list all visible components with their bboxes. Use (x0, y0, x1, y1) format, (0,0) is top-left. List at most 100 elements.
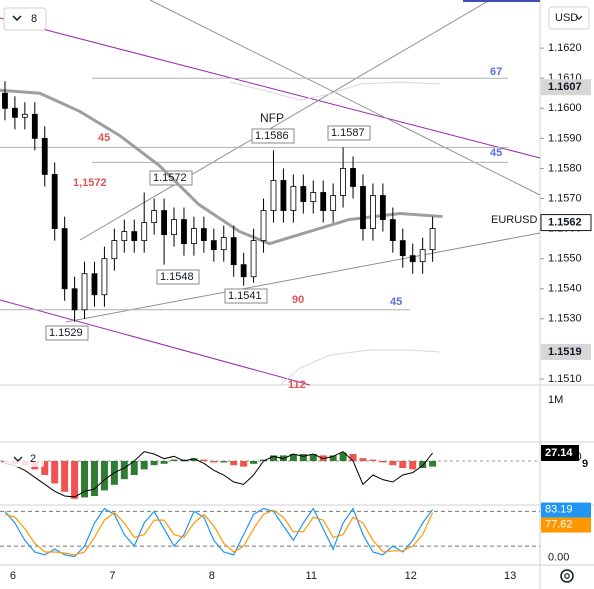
candle-body (370, 195, 376, 229)
histogram-bar (210, 461, 218, 463)
price-tag (541, 79, 591, 96)
indicator-toggle[interactable] (3, 7, 47, 31)
currency-select[interactable] (548, 6, 590, 30)
histogram-bar (130, 461, 138, 475)
candle-body (51, 174, 58, 229)
chevron-icon (13, 456, 23, 462)
histogram-bar (329, 455, 337, 461)
histogram-bar (289, 454, 297, 461)
histogram-bar (150, 461, 158, 466)
candle-body (101, 258, 108, 296)
band-line (229, 81, 441, 101)
candle-body (280, 180, 287, 211)
band-line (279, 349, 441, 386)
candle-body (71, 288, 78, 311)
candle-body (379, 195, 386, 220)
stochastic-line (4, 509, 434, 556)
histogram-bar (419, 461, 427, 468)
histogram-bar (61, 461, 69, 492)
candle-body (191, 228, 197, 245)
pane-label[interactable]: 2 (30, 453, 36, 465)
candle-body (350, 168, 356, 187)
annotation-box (45, 325, 89, 341)
candle-body (61, 228, 68, 290)
indicator-count[interactable]: 8 (31, 13, 37, 25)
histogram-bar (260, 459, 268, 461)
candle-body (340, 168, 346, 196)
candle-body (310, 192, 317, 202)
histogram-bar (389, 461, 397, 466)
level-label: 45 (98, 132, 110, 144)
annotation-box (251, 128, 295, 144)
symbol-label: EURUSD (491, 214, 538, 226)
gear-icon (560, 569, 574, 583)
histogram-bar (299, 454, 307, 461)
histogram-bar (269, 455, 277, 461)
settings-button[interactable] (560, 569, 574, 583)
level-label: 45 (490, 147, 502, 159)
trend-line (0, 299, 311, 386)
candle-body (300, 186, 307, 202)
event-label: NFP (260, 111, 284, 125)
histogram-bar (399, 461, 407, 468)
price-tag-label: 1.1519 (548, 346, 582, 358)
pane-label-box[interactable] (4, 451, 44, 467)
y-tick-label: 1.1570 (548, 192, 582, 204)
x-tick-label: 11 (306, 570, 317, 582)
candle-body (210, 240, 217, 251)
price-annotation: 1.1548 (160, 271, 194, 283)
histogram-bar (140, 461, 148, 470)
candle-body (290, 186, 297, 211)
value-tag (541, 517, 591, 533)
candle-body (360, 186, 366, 229)
histogram-bar (81, 461, 89, 498)
price-annotation: 1.1529 (49, 327, 83, 339)
candle-body (161, 210, 167, 236)
level-label: 90 (292, 294, 304, 306)
histogram-bar (120, 461, 128, 480)
price-annotation: 1.1541 (228, 290, 262, 302)
value-tag-label: 77.62 (545, 518, 573, 530)
y-tick-label: 1.1580 (548, 162, 582, 174)
candle-body (171, 219, 177, 236)
price-tag-label: 1.1607 (548, 81, 582, 93)
price-tag (540, 214, 592, 232)
x-tick-label: 7 (109, 570, 115, 582)
histogram-bar (379, 461, 387, 463)
candle-body (181, 219, 187, 245)
candle-body (91, 273, 98, 296)
y-tick-label: 1.1620 (548, 42, 582, 54)
oscillator-line (4, 451, 433, 498)
y-tick-label: 1.1600 (548, 102, 582, 114)
histogram-bar (100, 461, 108, 491)
moving-average (0, 88, 443, 246)
y-tick-label: 1.1590 (548, 132, 582, 144)
price-tag-label: 1.1562 (548, 216, 582, 228)
candle-body (230, 237, 237, 266)
value-tag-label: 27.14 (545, 447, 573, 459)
histogram-bar (41, 461, 49, 475)
currency-label[interactable]: USD (555, 12, 578, 24)
candle-body (151, 210, 158, 223)
candle-body (81, 273, 88, 311)
candle-body (121, 231, 128, 242)
candle-body (389, 219, 396, 242)
price-annotation: 1.1587 (331, 127, 365, 139)
price-annotation: 1.1586 (255, 130, 289, 142)
x-tick-label: 13 (504, 570, 516, 582)
candle-body (240, 264, 247, 278)
x-tick-label: 8 (209, 570, 215, 582)
y-tick-label: 1.1550 (548, 253, 582, 265)
candle-body (270, 180, 277, 211)
candle-body (250, 240, 257, 278)
candle-body (2, 92, 8, 109)
histogram-bar (180, 459, 188, 461)
histogram-bar (359, 458, 367, 461)
candle-body (429, 228, 436, 251)
histogram-bar (309, 454, 317, 461)
candle-body (131, 231, 138, 242)
gear-icon (564, 573, 570, 579)
value-tag-label: 83.19 (545, 503, 573, 515)
